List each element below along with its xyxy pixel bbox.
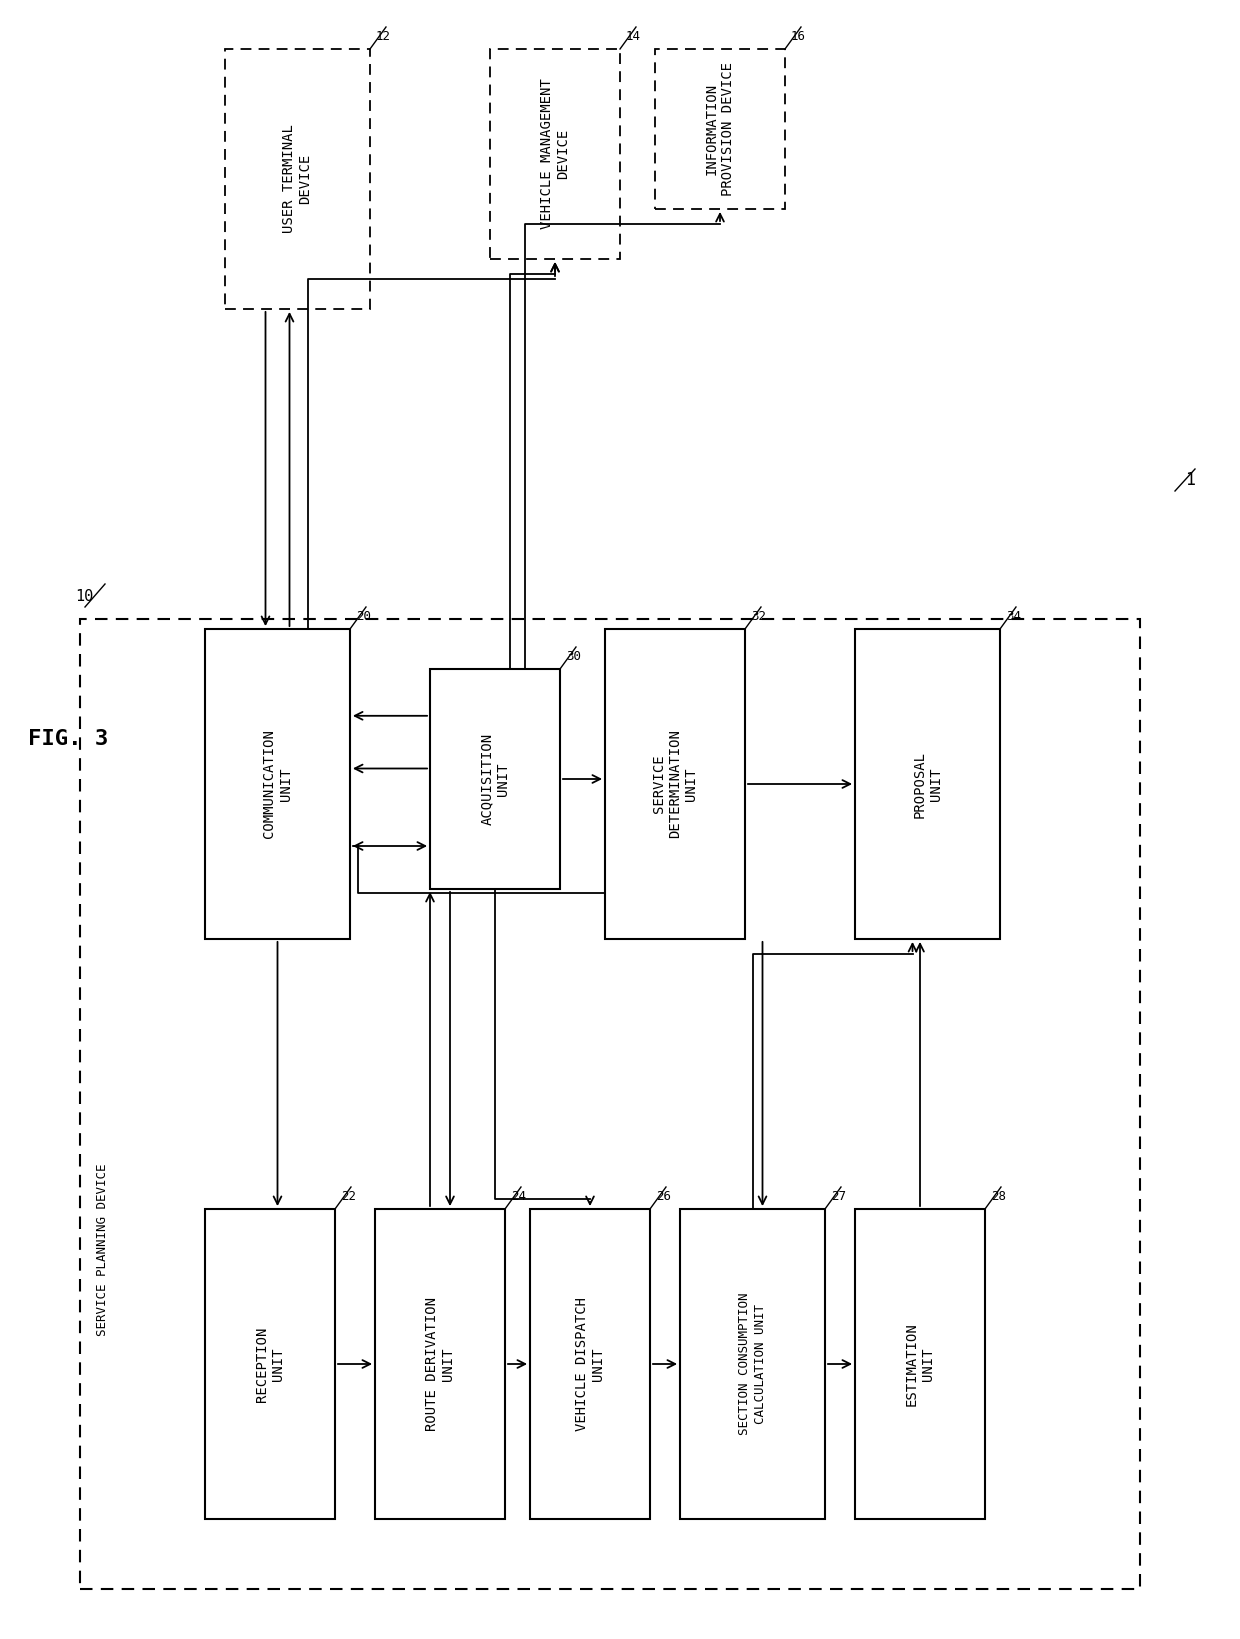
Text: 16: 16	[791, 30, 806, 43]
Bar	[81, 620, 1140, 1588]
Bar	[205, 629, 350, 939]
Text: 10: 10	[74, 588, 93, 605]
Bar	[374, 1210, 505, 1519]
Text: VEHICLE DISPATCH
UNIT: VEHICLE DISPATCH UNIT	[575, 1296, 605, 1431]
Text: 14: 14	[626, 30, 641, 43]
Bar	[490, 49, 620, 259]
Text: USER TERMINAL
DEVICE: USER TERMINAL DEVICE	[283, 125, 312, 233]
Bar	[605, 629, 745, 939]
Text: 20: 20	[356, 610, 371, 623]
Text: SERVICE
DETERMINATION
UNIT: SERVICE DETERMINATION UNIT	[652, 729, 698, 839]
Bar	[856, 629, 999, 939]
Text: 1: 1	[1185, 470, 1195, 488]
Text: ROUTE DERIVATION
UNIT: ROUTE DERIVATION UNIT	[425, 1296, 455, 1431]
Bar	[205, 1210, 335, 1519]
Text: COMMUNICATION
UNIT: COMMUNICATION UNIT	[263, 729, 293, 839]
Text: 24: 24	[511, 1190, 526, 1203]
Text: 28: 28	[991, 1190, 1006, 1203]
Text: FIG. 3: FIG. 3	[29, 729, 108, 749]
Bar	[224, 49, 370, 310]
Text: SERVICE PLANNING DEVICE: SERVICE PLANNING DEVICE	[95, 1164, 109, 1336]
Text: 26: 26	[656, 1190, 671, 1203]
Text: 32: 32	[751, 610, 766, 623]
Bar	[856, 1210, 985, 1519]
Text: VEHICLE MANAGEMENT
DEVICE: VEHICLE MANAGEMENT DEVICE	[539, 79, 570, 229]
Text: 22: 22	[341, 1190, 356, 1203]
Bar	[529, 1210, 650, 1519]
Bar	[680, 1210, 825, 1519]
Text: SECTION CONSUMPTION
CALCULATION UNIT: SECTION CONSUMPTION CALCULATION UNIT	[739, 1293, 766, 1436]
Text: 12: 12	[376, 30, 391, 43]
Text: 30: 30	[565, 651, 582, 664]
Bar	[430, 669, 560, 888]
Bar	[655, 49, 785, 210]
Text: PROPOSAL
UNIT: PROPOSAL UNIT	[913, 751, 942, 818]
Text: 27: 27	[831, 1190, 846, 1203]
Text: 34: 34	[1006, 610, 1021, 623]
Text: INFORMATION
PROVISION DEVICE: INFORMATION PROVISION DEVICE	[704, 62, 735, 197]
Text: RECEPTION
UNIT: RECEPTION UNIT	[255, 1326, 285, 1401]
Text: ESTIMATION
UNIT: ESTIMATION UNIT	[905, 1323, 935, 1406]
Text: ACQUISITION
UNIT: ACQUISITION UNIT	[480, 733, 510, 824]
